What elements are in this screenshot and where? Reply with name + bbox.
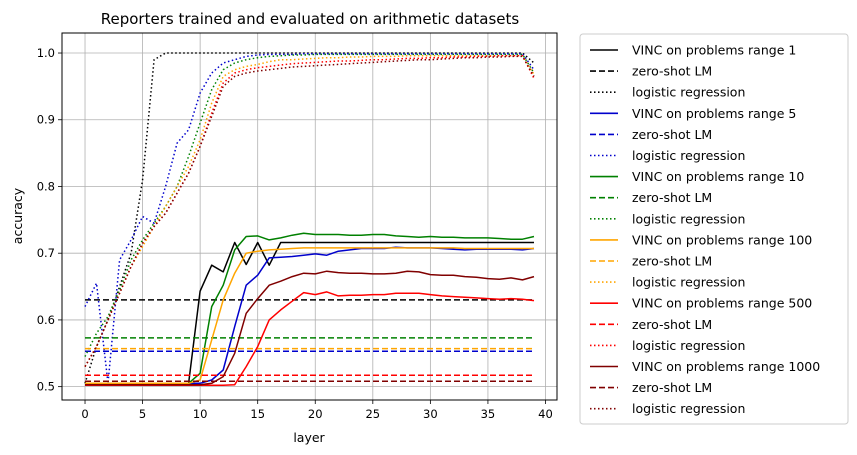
series-line-8 [84,53,535,357]
y-tick-label: 0.7 [37,246,55,260]
series-line-3 [85,246,535,385]
legend-entry-label: zero-shot LM [632,190,712,205]
legend-entry-label: zero-shot LM [632,254,712,269]
legend-entry-label: zero-shot LM [632,64,712,79]
series-line-0 [85,241,534,385]
legend-entry-label: VINC on problems range 1000 [632,359,820,374]
legend-entry-label: logistic regression [632,211,745,226]
gridlines [62,33,557,400]
y-tick-label: 0.9 [37,113,55,127]
legend: VINC on problems range 1 zero-shot LM logi… [579,33,849,425]
chart-title: Reporters trained and evaluated on arith… [101,10,520,28]
x-axis-ticks: 0 5 10 15 20 25 30 35 40 [81,400,553,421]
legend-entry-label: zero-shot LM [632,127,712,142]
x-axis-label: layer [293,430,325,445]
y-tick-label: 0.6 [37,313,55,327]
legend-entry-label: logistic regression [632,148,745,163]
y-tick-label: 0.5 [37,380,55,394]
series-line-15 [85,270,535,386]
x-tick-label: 5 [139,407,146,421]
legend-entry-label: logistic regression [632,275,745,290]
y-axis-ticks: 0.5 0.6 0.7 0.8 0.9 1.0 [37,46,62,394]
legend-entry-label: zero-shot LM [632,380,712,395]
plot-area-frame [61,32,558,401]
x-tick-label: 20 [308,407,323,421]
x-tick-label: 10 [193,407,208,421]
legend-entry-label: VINC on problems range 1 [632,43,796,58]
legend-frame [579,33,849,425]
series-line-9 [85,247,534,385]
x-tick-label: 15 [250,407,265,421]
y-tick-label: 1.0 [37,46,55,60]
series-lines [84,52,535,387]
legend-entry-label: VINC on problems range 500 [632,296,812,311]
series-line-17 [84,55,535,367]
legend-entry-label: logistic regression [632,85,745,100]
x-tick-label: 40 [538,407,553,421]
y-tick-label: 0.8 [37,179,55,193]
legend-entry-label: logistic regression [632,338,745,353]
series-line-11 [84,54,535,367]
x-tick-label: 0 [81,407,88,421]
x-tick-label: 30 [423,407,438,421]
x-tick-label: 25 [365,407,380,421]
legend-entry-label: VINC on problems range 5 [632,106,796,121]
series-line-5 [84,52,535,385]
y-axis-label: accuracy [10,187,25,244]
legend-entry-label: logistic regression [632,401,745,416]
series-line-6 [85,232,535,385]
x-tick-label: 35 [481,407,496,421]
series-line-2 [84,52,535,384]
legend-entry-label: zero-shot LM [632,317,712,332]
legend-entry-label: VINC on problems range 10 [632,169,804,184]
legend-entry-label: VINC on problems range 100 [632,232,812,247]
